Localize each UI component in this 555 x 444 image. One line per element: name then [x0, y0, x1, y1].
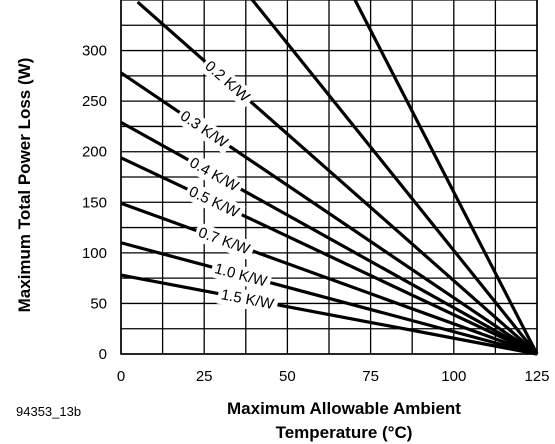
label-backing [183, 151, 246, 198]
label-backing [192, 222, 256, 261]
y-tick-label: 150 [82, 194, 107, 211]
label-backing [183, 180, 246, 224]
x-tick-label: 50 [279, 368, 296, 385]
y-tick-labels: 0 50 100 150 200 250 300 [82, 43, 107, 363]
series-line-7 [250, 0, 539, 356]
x-tick-label: 0 [117, 368, 125, 385]
plot-frame [120, 0, 538, 355]
x-tick-label: 25 [196, 368, 213, 385]
x-tick-label: 125 [524, 368, 549, 385]
x-tick-label: 100 [441, 368, 466, 385]
y-tick-label: 250 [82, 93, 107, 110]
series-line-0 [120, 273, 538, 356]
label-backing [174, 104, 235, 155]
x-axis-title-line1: Maximum Allowable Ambient [227, 399, 461, 418]
series-line-2 [120, 201, 538, 356]
y-tick-label: 100 [82, 245, 107, 262]
label-backing [198, 54, 257, 109]
x-tick-label: 75 [362, 368, 379, 385]
series-line-8 [353, 0, 539, 355]
figure-id: 94353_13b [16, 404, 81, 419]
y-tick-label: 300 [82, 43, 107, 60]
series-label-0: 1.5 K/W [216, 284, 280, 315]
series-line-6 [136, 0, 539, 356]
series-label-1: 1.0 K/W [209, 258, 273, 293]
x-axis-title-line2: Temperature (°C) [276, 423, 413, 442]
y-tick-label: 50 [90, 295, 107, 312]
y-tick-label: 0 [99, 346, 107, 363]
y-axis-title: Maximum Total Power Loss (W) [15, 58, 34, 313]
series-line-1 [120, 241, 538, 356]
label-backing [216, 284, 280, 315]
y-tick-label: 200 [82, 144, 107, 161]
x-tick-labels: 0 25 50 75 100 125 [117, 368, 550, 385]
label-backing [209, 258, 273, 293]
